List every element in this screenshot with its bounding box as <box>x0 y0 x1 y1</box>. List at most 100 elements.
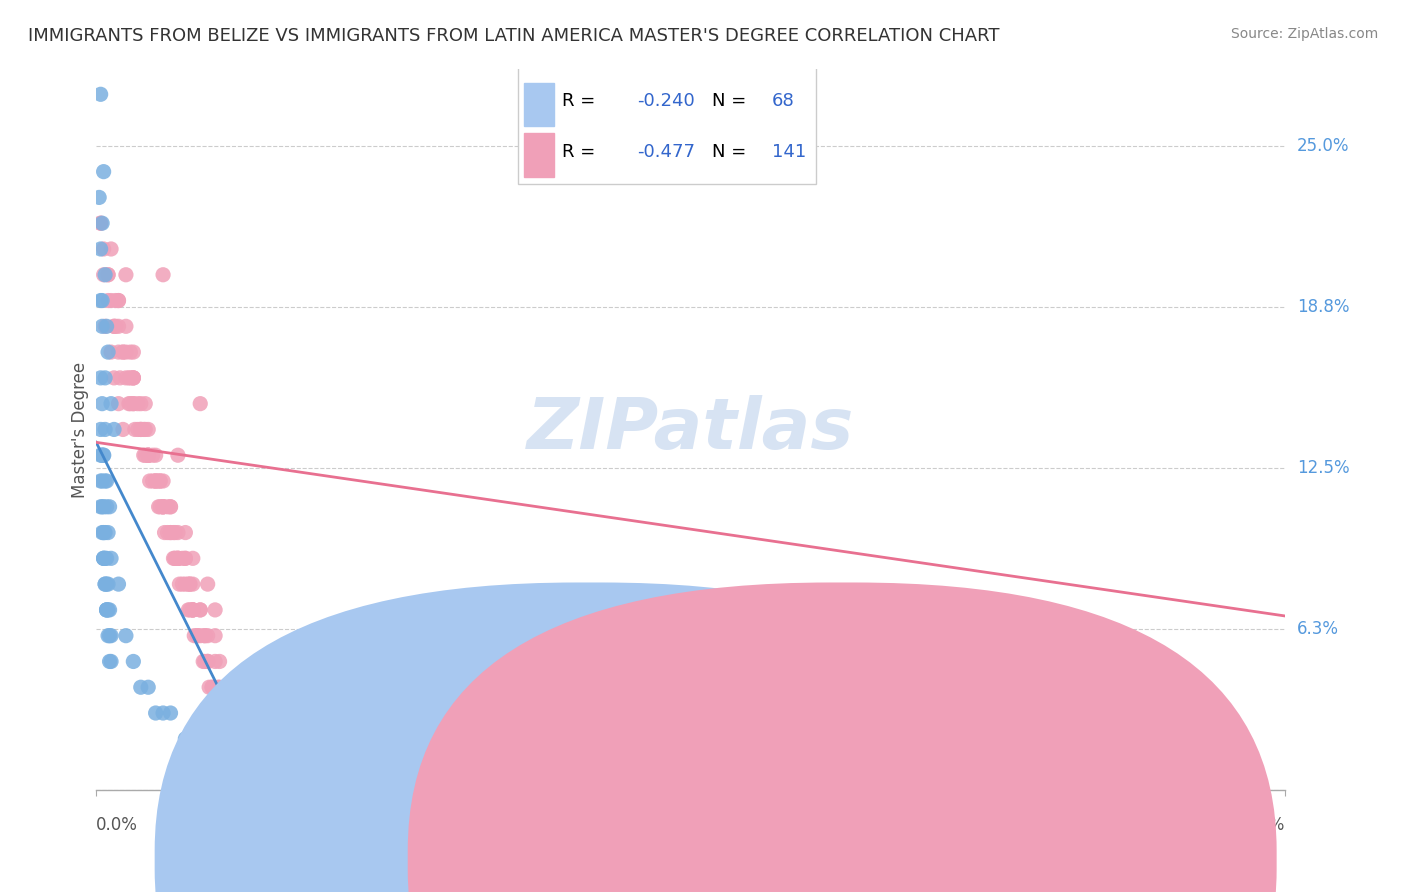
Point <box>167 551 190 566</box>
Point <box>188 603 211 617</box>
Point <box>148 474 170 488</box>
Point <box>174 731 197 746</box>
Point <box>179 577 201 591</box>
Point <box>91 474 114 488</box>
Text: 18.8%: 18.8% <box>1298 298 1350 316</box>
Point <box>103 422 125 436</box>
Point <box>91 319 114 334</box>
Point <box>97 293 120 308</box>
Text: N =: N = <box>713 92 752 110</box>
Point <box>91 448 114 462</box>
Point <box>201 680 224 694</box>
Point <box>204 655 226 669</box>
Point <box>188 629 211 643</box>
Point <box>152 500 174 514</box>
Point <box>104 293 127 308</box>
Point <box>167 551 190 566</box>
Point <box>152 500 174 514</box>
Point <box>98 655 121 669</box>
Point <box>108 371 131 385</box>
Point <box>97 268 120 282</box>
Point <box>93 500 115 514</box>
Point <box>142 448 165 462</box>
Point <box>90 448 112 462</box>
Point <box>145 474 167 488</box>
Point <box>127 397 149 411</box>
Point <box>159 706 181 720</box>
Point <box>188 731 211 746</box>
Point <box>122 371 145 385</box>
Point <box>129 680 152 694</box>
Point <box>194 629 217 643</box>
Point <box>90 87 112 102</box>
Point <box>94 371 117 385</box>
Point <box>188 397 211 411</box>
Text: IMMIGRANTS FROM BELIZE VS IMMIGRANTS FROM LATIN AMERICA MASTER'S DEGREE CORRELAT: IMMIGRANTS FROM BELIZE VS IMMIGRANTS FRO… <box>28 27 1000 45</box>
Point <box>194 629 217 643</box>
Point <box>156 525 179 540</box>
Point <box>115 345 138 359</box>
Point <box>97 629 120 643</box>
Point <box>94 422 117 436</box>
Point <box>181 603 204 617</box>
Point <box>122 397 145 411</box>
Point <box>122 397 145 411</box>
Point <box>115 629 138 643</box>
Point <box>103 371 125 385</box>
Point <box>93 448 115 462</box>
Point <box>93 551 115 566</box>
Point <box>132 448 155 462</box>
Point <box>132 422 155 436</box>
Text: Source: ZipAtlas.com: Source: ZipAtlas.com <box>1230 27 1378 41</box>
Text: ZIPatlas: ZIPatlas <box>527 395 855 464</box>
Point <box>153 525 176 540</box>
Point <box>90 216 112 230</box>
Point <box>167 525 190 540</box>
Point <box>98 603 121 617</box>
Bar <box>524 83 554 127</box>
Point <box>159 525 181 540</box>
Point <box>197 577 219 591</box>
Point <box>94 551 117 566</box>
Point <box>159 500 181 514</box>
Point <box>122 345 145 359</box>
Point <box>120 371 142 385</box>
Point <box>136 422 159 436</box>
Point <box>111 345 134 359</box>
Point <box>224 706 246 720</box>
Point <box>177 577 200 591</box>
Point <box>188 603 211 617</box>
Point <box>156 500 179 514</box>
Point <box>98 629 121 643</box>
Point <box>149 474 172 488</box>
Point <box>96 551 118 566</box>
Text: N =: N = <box>713 143 752 161</box>
Point <box>201 680 224 694</box>
Point <box>197 629 219 643</box>
Point <box>136 448 159 462</box>
Point <box>167 551 190 566</box>
Point <box>94 525 117 540</box>
Point <box>197 655 219 669</box>
Point <box>91 525 114 540</box>
Y-axis label: Master's Degree: Master's Degree <box>72 361 89 498</box>
Point <box>107 577 129 591</box>
Point <box>107 293 129 308</box>
Point <box>163 525 186 540</box>
Point <box>98 500 121 514</box>
Point <box>120 345 142 359</box>
Point <box>100 345 122 359</box>
Point <box>174 551 197 566</box>
Point <box>100 397 122 411</box>
Point <box>97 577 120 591</box>
Point <box>90 293 112 308</box>
Point <box>198 680 221 694</box>
Point <box>145 448 167 462</box>
Point <box>145 474 167 488</box>
Text: Immigrants from Belize: Immigrants from Belize <box>605 854 783 868</box>
Point <box>136 680 159 694</box>
Point <box>94 319 117 334</box>
Point <box>204 629 226 643</box>
Bar <box>524 134 554 177</box>
Point <box>97 268 120 282</box>
